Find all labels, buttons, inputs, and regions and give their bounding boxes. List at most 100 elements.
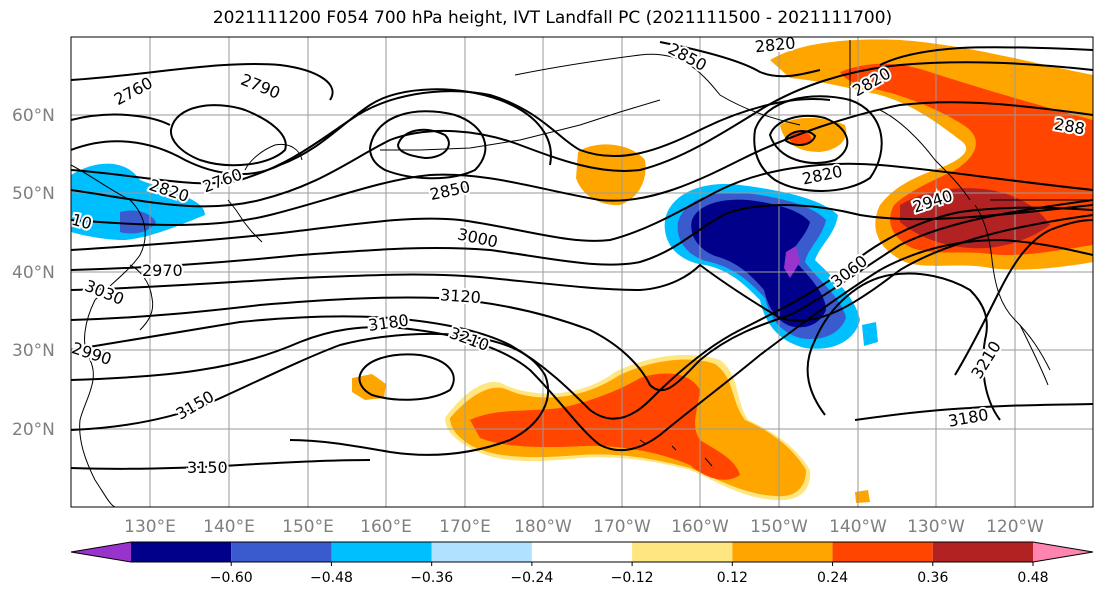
colorbar-segment <box>71 542 131 562</box>
contour-line <box>71 113 171 126</box>
contour-line <box>71 459 371 470</box>
contour-line <box>71 101 1093 226</box>
colorbar-tick-label: 0.48 <box>1017 570 1048 586</box>
colorbar-segment <box>131 542 232 562</box>
shade-orangered-gulf <box>790 130 812 146</box>
colorbar-segment <box>231 542 332 562</box>
colorbar-segment <box>1033 542 1093 562</box>
contour-line <box>753 95 883 192</box>
lat-label: 60°N <box>12 106 55 126</box>
coast-baja <box>1019 324 1049 386</box>
coast-kamchatka <box>244 143 303 171</box>
shade-navy-centralpac <box>691 199 826 328</box>
colorbar-ticks: −0.60 −0.48 −0.36 −0.24 −0.12 0.12 0.24 0.36 0.4… <box>210 562 1049 586</box>
lat-label: 40°N <box>12 263 55 283</box>
map-frame <box>70 36 1094 508</box>
contour-line <box>954 219 1093 376</box>
lat-label: 20°N <box>12 420 55 440</box>
colorbar-segment <box>832 542 933 562</box>
contour-line <box>71 214 1093 322</box>
contour-line <box>879 46 1093 66</box>
shade-cyan-small <box>862 322 878 346</box>
colorbar-tick-label: −0.36 <box>410 570 453 586</box>
ivt-shading-layer <box>71 39 1093 503</box>
contour-label: 3030 <box>82 276 127 309</box>
lon-label: 170°W <box>593 517 651 537</box>
contour-line <box>768 114 849 164</box>
contour-line <box>169 104 287 167</box>
contour-label: 2850 <box>665 39 710 75</box>
lon-label: 170°E <box>439 517 491 537</box>
contour-line <box>806 272 1001 421</box>
colorbar-tick-label: 0.36 <box>917 570 948 586</box>
contour-label: 2790 <box>238 70 283 103</box>
colorbar-tick-label: −0.24 <box>510 570 553 586</box>
lon-label: 150°E <box>282 517 334 537</box>
contour-label: 3120 <box>440 285 482 307</box>
coast-alaska <box>514 53 801 126</box>
lon-label: 160°E <box>360 517 412 537</box>
contour-line <box>71 332 550 456</box>
lat-label: 30°N <box>12 341 55 361</box>
shade-orange-small2 <box>855 490 870 503</box>
shade-orangered-subtrop <box>470 373 740 480</box>
colorbar-segment <box>531 542 633 562</box>
contour-line <box>71 199 1093 392</box>
lon-label: 140°W <box>829 517 887 537</box>
shade-lightblue-westpac <box>71 163 205 240</box>
latitude-labels: 60°N 50°N 40°N 30°N 20°N <box>12 106 55 440</box>
colorbar-tick-label: 0.24 <box>817 570 848 586</box>
contour-line <box>396 128 450 160</box>
lon-label: 160°W <box>671 517 729 537</box>
lon-label: 120°W <box>986 517 1044 537</box>
colorbar <box>70 541 1094 563</box>
colorbar-tick-label: 0.12 <box>717 570 748 586</box>
lon-label: 130°W <box>907 517 965 537</box>
contour-label: 3150 <box>187 458 228 477</box>
contour-line <box>854 403 1093 421</box>
contour-line <box>71 62 334 101</box>
contour-label: 3180 <box>367 310 410 334</box>
contour-line <box>358 353 455 401</box>
contour-line <box>71 206 1093 420</box>
contour-line <box>71 61 1093 208</box>
shade-purple-centralpac <box>784 246 800 278</box>
contour-line <box>71 162 1093 251</box>
contour-label: 3150 <box>173 387 218 424</box>
map-title: 2021111200 F054 700 hPa height, IVT Land… <box>212 8 893 28</box>
contour-line <box>71 88 552 175</box>
shade-darkred-nepac <box>900 188 1050 249</box>
height-contours <box>71 41 1093 470</box>
shade-orange-midpac <box>576 144 646 206</box>
contour-label: 2760 <box>111 73 156 109</box>
lon-label: 140°E <box>203 517 255 537</box>
colorbar-tick-label: −0.60 <box>210 570 253 586</box>
colorbar-segment <box>331 542 432 562</box>
longitude-labels: 130°E 140°E 150°E 160°E 170°E 180°W 170°… <box>124 517 1044 537</box>
shade-blue-westpac <box>120 210 156 234</box>
colorbar-outline <box>70 541 1094 563</box>
coast-aleutians <box>380 99 661 151</box>
coast-bc <box>879 109 971 201</box>
coast-japan <box>129 264 154 331</box>
contour-line <box>368 110 487 180</box>
contour-line <box>71 203 1093 271</box>
contour-line <box>783 130 817 146</box>
contour-label: 2970 <box>142 261 183 280</box>
shade-orange-small1 <box>352 374 386 400</box>
colorbar-tick-label: −0.48 <box>310 570 353 586</box>
contour-line <box>71 238 1093 452</box>
contour-line <box>71 90 831 185</box>
colorbar-segment <box>632 542 733 562</box>
lon-label: 130°E <box>124 517 176 537</box>
colorbar-tick-label: −0.12 <box>611 570 654 586</box>
lat-label: 50°N <box>12 184 55 204</box>
contour-label: 3060 <box>827 251 871 291</box>
lon-label: 150°W <box>750 517 808 537</box>
colorbar-segment <box>431 542 532 562</box>
contour-line <box>659 41 821 78</box>
colorbar-segment <box>932 542 1033 562</box>
colorbar-segment <box>732 542 833 562</box>
lon-label: 180°W <box>514 517 572 537</box>
